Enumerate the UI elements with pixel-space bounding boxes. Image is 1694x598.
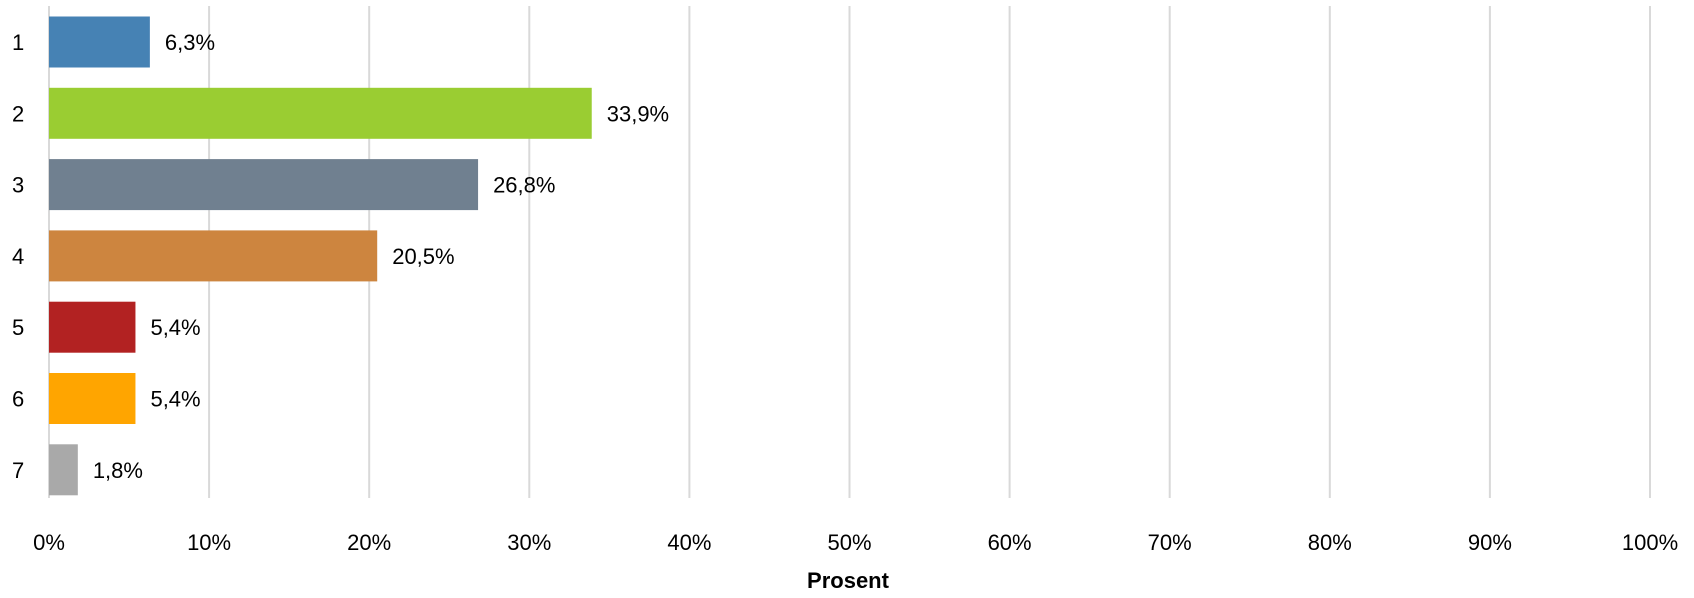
data-label: 5,4% [150, 315, 200, 340]
data-label: 1,8% [93, 458, 143, 483]
x-tick-label: 100% [1622, 530, 1678, 555]
x-axis-title: Prosent [807, 568, 890, 593]
data-label: 20,5% [392, 244, 454, 269]
category-label: 2 [12, 101, 24, 126]
bars [49, 16, 592, 496]
data-labels: 6,3% 33,9% 26,8% 20,5% 5,4% 5,4% 1,8% [93, 30, 669, 483]
bar [49, 301, 136, 353]
x-tick-label: 50% [827, 530, 871, 555]
category-label: 4 [12, 244, 24, 269]
bar [49, 159, 479, 211]
category-label: 7 [12, 458, 24, 483]
category-label: 3 [12, 173, 24, 198]
bar [49, 230, 378, 282]
x-tick-label: 40% [667, 530, 711, 555]
x-tick-label: 20% [347, 530, 391, 555]
x-tick-label: 10% [187, 530, 231, 555]
x-tick-label: 0% [33, 530, 65, 555]
x-tick-label: 80% [1308, 530, 1352, 555]
category-label: 1 [12, 30, 24, 55]
data-label: 33,9% [607, 101, 669, 126]
x-tick-labels: 0% 10% 20% 30% 40% 50% 60% 70% 80% 90% 100% [33, 530, 1678, 555]
data-label: 6,3% [165, 30, 215, 55]
bar [49, 373, 136, 424]
data-label: 5,4% [150, 387, 200, 412]
bar [49, 16, 150, 68]
x-tick-label: 60% [988, 530, 1032, 555]
category-label: 5 [12, 315, 24, 340]
bar [49, 87, 592, 139]
category-label: 6 [12, 387, 24, 412]
bar [49, 444, 78, 496]
x-tick-label: 30% [507, 530, 551, 555]
data-label: 26,8% [493, 173, 555, 198]
x-tick-label: 90% [1468, 530, 1512, 555]
category-labels: 1 2 3 4 5 6 7 [12, 30, 24, 483]
x-tick-label: 70% [1148, 530, 1192, 555]
